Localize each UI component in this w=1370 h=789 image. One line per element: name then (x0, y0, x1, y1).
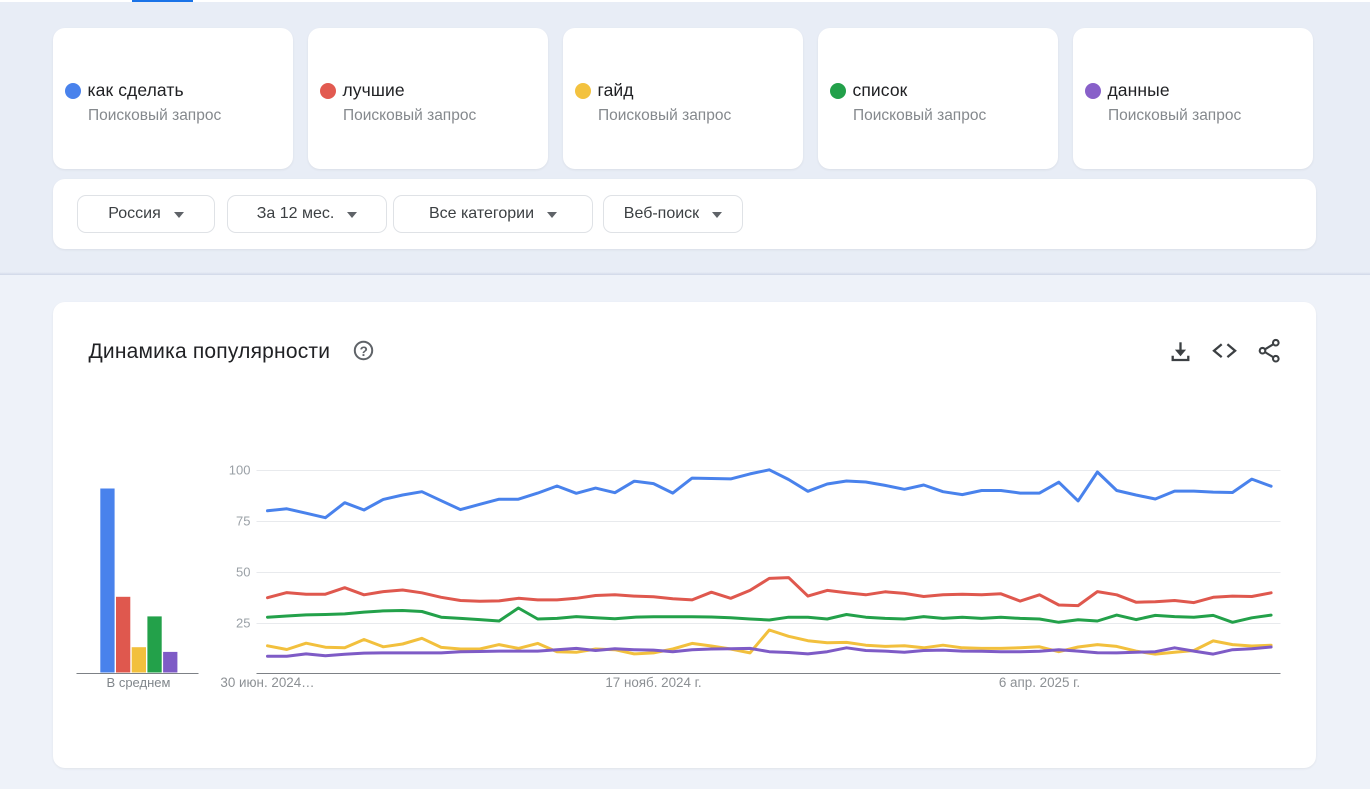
svg-text:В среднем: В среднем (106, 675, 170, 690)
svg-text:30 июн. 2024…: 30 июн. 2024… (220, 675, 314, 690)
svg-text:6 апр. 2025 г.: 6 апр. 2025 г. (998, 675, 1079, 690)
svg-text:?: ? (359, 344, 367, 359)
svg-text:75: 75 (236, 514, 250, 529)
svg-text:17 нояб. 2024 г.: 17 нояб. 2024 г. (605, 675, 701, 690)
svg-text:50: 50 (236, 565, 250, 580)
svg-text:100: 100 (228, 463, 250, 478)
svg-text:25: 25 (236, 616, 250, 631)
svg-text:Динамика популярности: Динамика популярности (88, 340, 330, 363)
